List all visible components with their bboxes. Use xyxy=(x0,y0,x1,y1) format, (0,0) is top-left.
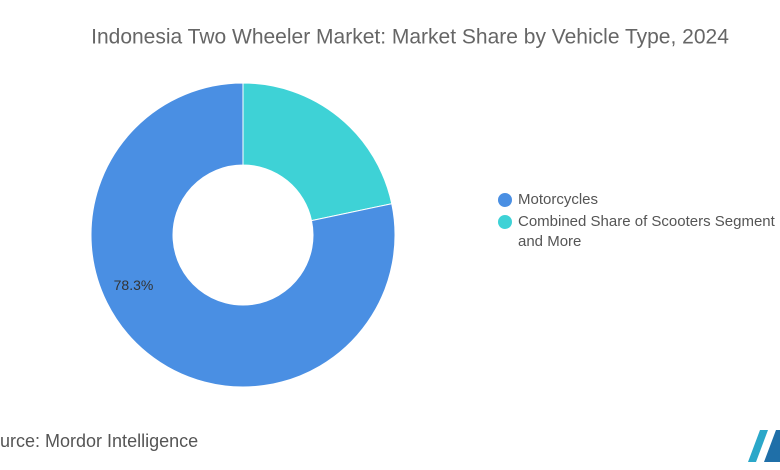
legend-item: Combined Share of Scooters Segment and M… xyxy=(498,212,780,252)
legend-swatch xyxy=(498,193,512,207)
chart-title: Indonesia Two Wheeler Market: Market Sha… xyxy=(91,26,729,49)
donut-slice xyxy=(90,82,396,388)
donut-slice xyxy=(242,82,393,222)
legend-label: Motorcycles xyxy=(518,191,599,208)
legend-swatch xyxy=(498,215,512,229)
data-label: 78.3% xyxy=(114,277,154,293)
source: Source: Mordor Intelligence xyxy=(0,431,198,451)
logo xyxy=(748,430,780,462)
legend-label: Combined Share of Scooters Segment and M… xyxy=(518,213,775,250)
legend: Motorcycles Combined Share of Scooters Se… xyxy=(498,190,780,254)
legend-item: Motorcycles xyxy=(498,190,780,210)
